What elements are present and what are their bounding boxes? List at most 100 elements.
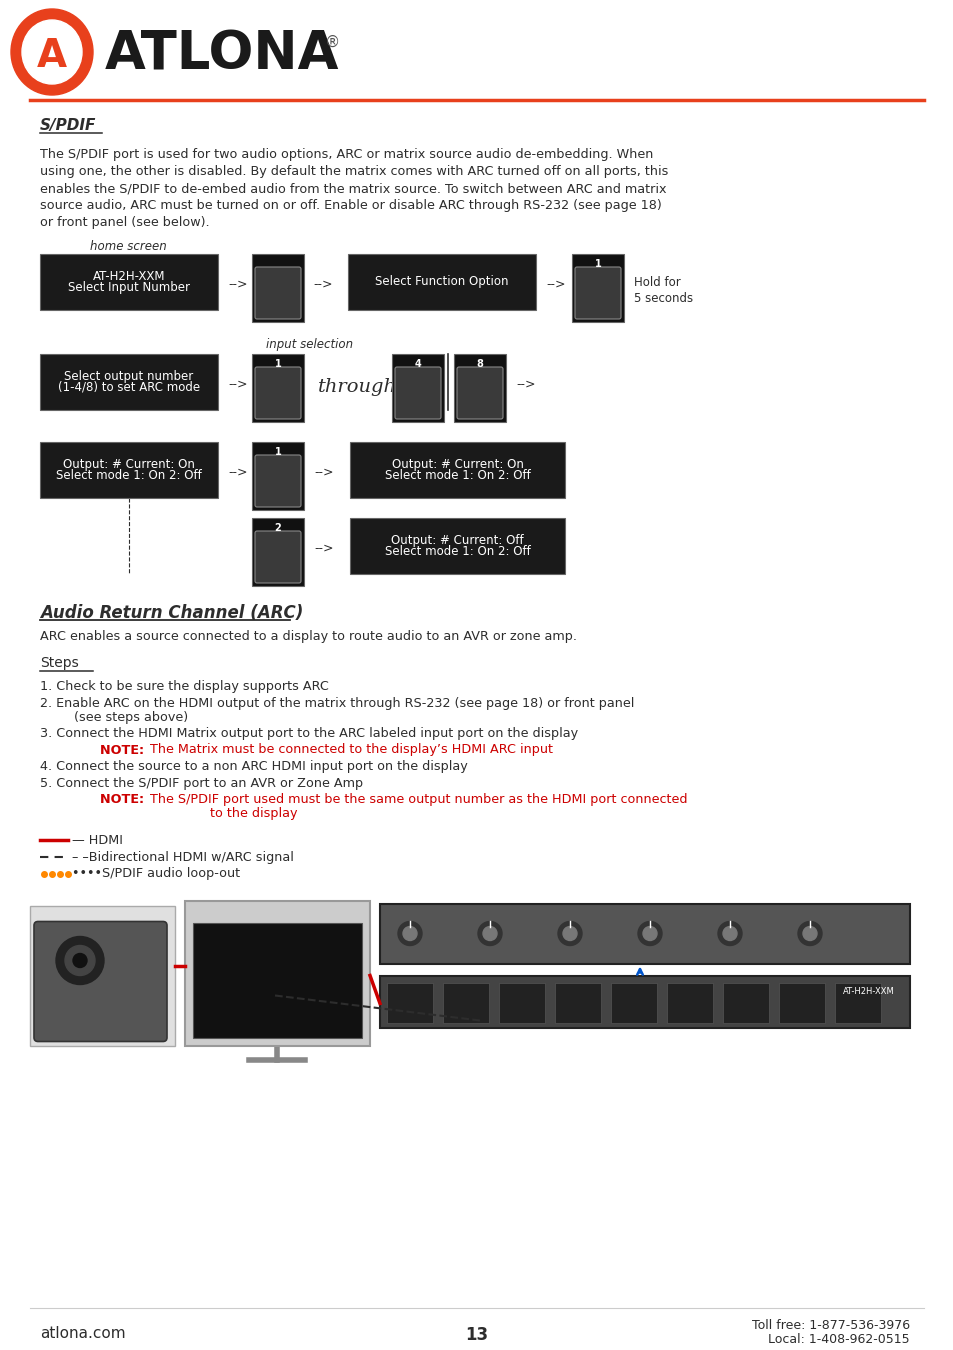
- Circle shape: [642, 926, 657, 941]
- FancyBboxPatch shape: [40, 441, 218, 498]
- Text: Audio Return Channel (ARC): Audio Return Channel (ARC): [40, 603, 303, 622]
- Ellipse shape: [11, 9, 92, 94]
- Circle shape: [722, 926, 737, 941]
- Text: 1: 1: [594, 259, 600, 269]
- Text: 13: 13: [465, 1326, 488, 1345]
- FancyBboxPatch shape: [254, 267, 301, 319]
- Text: AT-H2H-XXM: AT-H2H-XXM: [842, 987, 894, 996]
- FancyBboxPatch shape: [254, 367, 301, 418]
- Circle shape: [638, 922, 661, 945]
- Circle shape: [797, 922, 821, 945]
- FancyBboxPatch shape: [348, 254, 536, 310]
- FancyBboxPatch shape: [442, 983, 489, 1022]
- FancyBboxPatch shape: [666, 983, 712, 1022]
- FancyBboxPatch shape: [555, 983, 600, 1022]
- FancyBboxPatch shape: [254, 531, 301, 583]
- Text: to the display: to the display: [150, 807, 297, 819]
- FancyBboxPatch shape: [395, 367, 440, 418]
- Circle shape: [718, 922, 741, 945]
- Text: source audio, ARC must be turned on or off. Enable or disable ARC through RS-232: source audio, ARC must be turned on or o…: [40, 198, 661, 212]
- Text: -->: -->: [313, 278, 333, 292]
- Circle shape: [73, 953, 87, 968]
- FancyBboxPatch shape: [34, 922, 167, 1041]
- FancyBboxPatch shape: [40, 354, 218, 410]
- Text: ATLONA: ATLONA: [105, 28, 339, 80]
- FancyBboxPatch shape: [350, 441, 564, 498]
- Text: input selection: input selection: [266, 338, 353, 351]
- Text: 1: 1: [274, 447, 281, 458]
- FancyBboxPatch shape: [572, 254, 623, 323]
- FancyBboxPatch shape: [252, 254, 304, 323]
- Text: -->: -->: [516, 378, 535, 392]
- FancyBboxPatch shape: [454, 354, 505, 423]
- FancyBboxPatch shape: [498, 983, 544, 1022]
- Text: Select output number: Select output number: [64, 370, 193, 383]
- Text: Output: # Current: On: Output: # Current: On: [391, 458, 523, 471]
- Text: Output: # Current: Off: Output: # Current: Off: [391, 535, 523, 547]
- FancyBboxPatch shape: [722, 983, 768, 1022]
- Text: 4: 4: [415, 359, 421, 369]
- Text: through: through: [317, 378, 396, 396]
- Text: using one, the other is disabled. By default the matrix comes with ARC turned of: using one, the other is disabled. By def…: [40, 165, 668, 178]
- Circle shape: [56, 937, 104, 984]
- Text: 1: 1: [274, 359, 281, 369]
- Circle shape: [562, 926, 577, 941]
- Circle shape: [477, 922, 501, 945]
- Text: (1-4/8) to set ARC mode: (1-4/8) to set ARC mode: [58, 381, 200, 394]
- Text: The Matrix must be connected to the display’s HDMI ARC input: The Matrix must be connected to the disp…: [150, 744, 553, 756]
- FancyBboxPatch shape: [387, 983, 433, 1022]
- Text: Output: # Current: On: Output: # Current: On: [63, 458, 194, 471]
- FancyBboxPatch shape: [30, 906, 174, 1045]
- FancyBboxPatch shape: [456, 367, 502, 418]
- Text: ••••S/PDIF audio loop-out: ••••S/PDIF audio loop-out: [71, 868, 240, 880]
- Text: — HDMI: — HDMI: [71, 833, 123, 846]
- Circle shape: [558, 922, 581, 945]
- Text: -->: -->: [545, 278, 565, 292]
- Text: -->: -->: [228, 278, 247, 292]
- Text: 2. Enable ARC on the HDMI output of the matrix through RS-232 (see page 18) or f: 2. Enable ARC on the HDMI output of the …: [40, 697, 634, 710]
- FancyBboxPatch shape: [779, 983, 824, 1022]
- Text: Toll free: 1-877-536-3976: Toll free: 1-877-536-3976: [751, 1319, 909, 1332]
- Text: Local: 1-408-962-0515: Local: 1-408-962-0515: [767, 1332, 909, 1346]
- Text: Select mode 1: On 2: Off: Select mode 1: On 2: Off: [384, 468, 530, 482]
- FancyBboxPatch shape: [379, 903, 909, 964]
- Text: – –Bidirectional HDMI w/ARC signal: – –Bidirectional HDMI w/ARC signal: [71, 850, 294, 864]
- Text: Select mode 1: On 2: Off: Select mode 1: On 2: Off: [384, 545, 530, 558]
- Text: NOTE:: NOTE:: [100, 744, 149, 756]
- Text: Select Function Option: Select Function Option: [375, 275, 508, 289]
- Text: 5 seconds: 5 seconds: [634, 292, 693, 305]
- Text: The S/PDIF port used must be the same output number as the HDMI port connected: The S/PDIF port used must be the same ou…: [150, 792, 687, 806]
- Ellipse shape: [22, 20, 82, 84]
- FancyBboxPatch shape: [40, 254, 218, 310]
- FancyBboxPatch shape: [834, 983, 880, 1022]
- Text: AT-H2H-XXM: AT-H2H-XXM: [92, 270, 165, 284]
- FancyBboxPatch shape: [252, 354, 304, 423]
- Text: S/PDIF: S/PDIF: [40, 117, 96, 134]
- FancyBboxPatch shape: [252, 518, 304, 586]
- Text: 3. Connect the HDMI Matrix output port to the ARC labeled input port on the disp: 3. Connect the HDMI Matrix output port t…: [40, 728, 578, 740]
- FancyBboxPatch shape: [254, 455, 301, 508]
- Text: -->: -->: [314, 466, 334, 479]
- Text: A: A: [37, 36, 67, 76]
- Circle shape: [802, 926, 816, 941]
- Circle shape: [402, 926, 416, 941]
- Text: FUNCTION: FUNCTION: [254, 315, 301, 323]
- Text: atlona.com: atlona.com: [40, 1326, 126, 1341]
- Text: 2: 2: [274, 522, 281, 533]
- Text: Hold for: Hold for: [634, 275, 680, 289]
- Text: ->: ->: [257, 541, 273, 555]
- Text: Select Input Number: Select Input Number: [68, 281, 190, 294]
- Text: 1. Check to be sure the display supports ARC: 1. Check to be sure the display supports…: [40, 680, 329, 693]
- Text: -->: -->: [228, 466, 247, 479]
- Text: home screen: home screen: [90, 240, 167, 252]
- Text: 5. Connect the S/PDIF port to an AVR or Zone Amp: 5. Connect the S/PDIF port to an AVR or …: [40, 776, 363, 790]
- Text: (see steps above): (see steps above): [58, 710, 188, 724]
- Text: Steps: Steps: [40, 656, 79, 670]
- FancyBboxPatch shape: [379, 976, 909, 1027]
- Circle shape: [397, 922, 421, 945]
- FancyBboxPatch shape: [575, 267, 620, 319]
- Text: enables the S/PDIF to de-embed audio from the matrix source. To switch between A: enables the S/PDIF to de-embed audio fro…: [40, 182, 666, 194]
- Circle shape: [65, 945, 95, 976]
- Text: NOTE:: NOTE:: [100, 792, 149, 806]
- Text: or front panel (see below).: or front panel (see below).: [40, 216, 210, 230]
